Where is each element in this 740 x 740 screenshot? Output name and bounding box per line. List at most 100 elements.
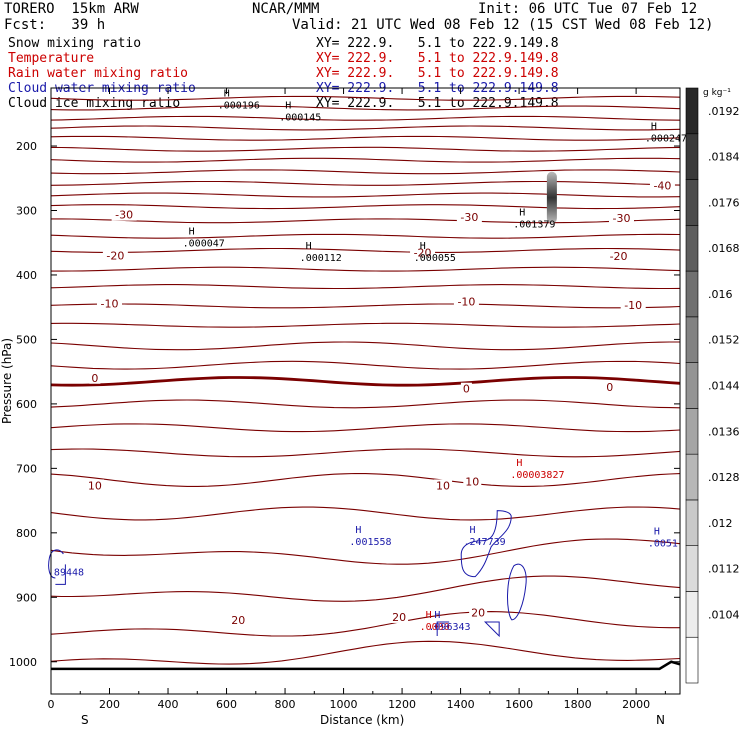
- x-tick-label: 2000: [622, 698, 650, 711]
- cloud-water-contour: [460, 510, 512, 578]
- temperature-contour: [50, 360, 681, 370]
- temperature-contour: [50, 204, 681, 210]
- valid-time: Valid: 21 UTC Wed 08 Feb 12 (15 CST Wed …: [292, 17, 714, 33]
- temperature-contour: [50, 146, 681, 152]
- snow-maximum-value: .000047: [183, 239, 225, 250]
- temperature-label: 20: [471, 606, 485, 619]
- temperature-contour: [50, 247, 681, 253]
- y-tick-label: 500: [16, 333, 37, 346]
- temperature-contour: [51, 266, 681, 272]
- y-tick-label: 700: [16, 462, 37, 475]
- south-label: S: [81, 713, 89, 727]
- cloud-water-contour: [436, 621, 500, 638]
- temperature-contour: [50, 105, 681, 111]
- colorbar-bin: [685, 591, 699, 638]
- x-tick-label: 1800: [564, 698, 592, 711]
- colorbar-bin: [685, 179, 699, 226]
- temperature-contour: [50, 640, 681, 665]
- temperature-contour: [50, 322, 681, 328]
- temperature-label: -30: [460, 211, 478, 224]
- temperature-contour: [50, 135, 681, 141]
- temperature-label-bg: [111, 208, 137, 221]
- cloud-water-maximum-value: .001558: [349, 537, 391, 548]
- colorbar-tick-label: .0152: [708, 334, 740, 347]
- snow-maximum-mark: H: [519, 207, 525, 218]
- snow-maximum-value: .000196: [218, 101, 260, 112]
- colorbar-tick-label: .0104: [708, 608, 740, 621]
- x-tick-label: 200: [99, 698, 120, 711]
- temperature-contour: [50, 233, 681, 239]
- colorbar-tick-label: .0184: [708, 151, 740, 164]
- colorbar-tick-label: .016: [708, 288, 733, 301]
- temperature-label-bg: [434, 479, 453, 492]
- temperature-label: -30: [613, 212, 631, 225]
- colorbar-tick-label: .0128: [708, 471, 740, 484]
- temperature-label: 20: [392, 611, 406, 624]
- cloud-water-maximum-value: .247739: [464, 537, 506, 548]
- colorbar-bin: [685, 636, 699, 684]
- temperature-label: -10: [457, 296, 475, 309]
- legend-snow: Snow mixing ratio: [8, 36, 142, 51]
- y-tick-label: 800: [16, 527, 37, 540]
- legend-temperature: Temperature: [8, 51, 95, 66]
- temperature-label: -20: [414, 247, 432, 260]
- colorbar-bin: [685, 87, 699, 135]
- legend-snow-xy: XY= 222.9. 5.1 to 222.9.149.8: [316, 36, 559, 51]
- colorbar-tick-label: .012: [708, 517, 733, 530]
- colorbar-tick-label: .0136: [708, 425, 740, 438]
- colorbar-bin: [685, 316, 699, 363]
- temperature-label-bg: [608, 211, 634, 224]
- temperature-contour: [50, 284, 681, 290]
- temperature-label: -20: [610, 250, 628, 263]
- cloud-water-maximum-mark: H: [470, 525, 476, 536]
- cloud-water-maximum-value: .0051: [648, 538, 678, 549]
- temperature-label: -20: [106, 249, 124, 262]
- legend-rain: Rain water mixing ratio: [8, 66, 189, 81]
- cloud-water-maximum-mark: H: [355, 525, 361, 536]
- temperature-label-bg: [85, 479, 104, 492]
- temperature-label-bg: [649, 179, 675, 192]
- colorbar-bin: [685, 408, 699, 455]
- snow-maximum-mark: H: [420, 241, 426, 252]
- colorbar-bin: [685, 225, 699, 272]
- temperature-label-bg: [102, 249, 128, 262]
- temperature-label: 10: [465, 476, 479, 489]
- cloud-water-maximum-value: .096343: [428, 622, 470, 633]
- snow-maximum-value: .000112: [300, 253, 342, 264]
- terrain-line: [51, 660, 681, 671]
- y-tick-label: 900: [16, 591, 37, 604]
- colorbar-tick-label: .0176: [708, 196, 740, 209]
- cloud-water-maximum-mark: H: [654, 526, 660, 537]
- temperature-label-bg: [229, 614, 248, 627]
- plot-frame: [50, 87, 681, 695]
- temperature-contour: [50, 303, 681, 309]
- temperature-label: 0: [606, 381, 613, 394]
- temperature-contour: [50, 157, 681, 163]
- temperature-contour: [50, 538, 681, 565]
- temperature-contour: [50, 125, 681, 131]
- colorbar-bin: [685, 270, 699, 318]
- temperature-label-bg: [606, 249, 632, 262]
- colorbar-tick-label: .0168: [708, 242, 740, 255]
- temperature-contour: [50, 506, 681, 521]
- y-tick-label: 200: [16, 140, 37, 153]
- temperature-label: -30: [115, 209, 133, 222]
- colorbar-bin: [685, 545, 699, 592]
- temperature-contour: [50, 399, 681, 409]
- snow-maximum-mark: H: [306, 241, 312, 252]
- cloud-water-contour: [507, 563, 527, 621]
- x-tick-label: 1000: [330, 698, 358, 711]
- rain-maximum-mark: H: [516, 458, 522, 469]
- temperature-label: -10: [624, 299, 642, 312]
- rain-maximum-mark: H: [426, 610, 432, 621]
- x-tick-label: 1400: [447, 698, 475, 711]
- temperature-contour: [50, 575, 681, 602]
- temperature-contour: [50, 423, 681, 433]
- cloud-water-maximum-value: 89448: [54, 567, 84, 578]
- x-tick-label: 1600: [505, 698, 533, 711]
- temperature-contour: [50, 341, 680, 351]
- model-title: TORERO 15km ARW: [4, 1, 139, 17]
- temperature-contour: [51, 218, 681, 224]
- snow-maximum-value: .000055: [414, 253, 456, 264]
